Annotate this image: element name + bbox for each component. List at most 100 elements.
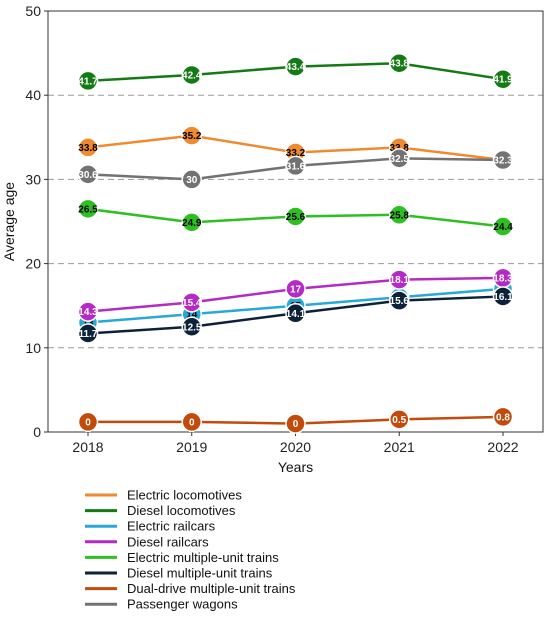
x-tick-label: 2018 <box>72 439 103 455</box>
x-tick-label: 2019 <box>176 439 207 455</box>
data-point <box>77 164 99 185</box>
legend-label: Passenger wagons <box>127 597 238 612</box>
data-point <box>492 149 514 171</box>
data-label: 41.7 <box>78 76 98 87</box>
data-point <box>285 303 306 324</box>
series-1: 41.7 42.4 43.4 43.8 41.9 <box>77 52 514 92</box>
data-label: 25.6 <box>286 212 306 223</box>
data-point <box>77 411 99 433</box>
y-tick-label: 20 <box>25 256 41 272</box>
data-label: 18.3 <box>493 273 513 284</box>
data-label: 33.2 <box>286 148 306 159</box>
data-label: 0 <box>85 417 91 428</box>
legend-item: Passenger wagons <box>85 597 238 612</box>
legend-item: Electric railcars <box>85 519 216 534</box>
legend-item: Electric multiple-unit trains <box>85 550 279 565</box>
y-tick-label: 0 <box>33 424 41 440</box>
data-point <box>389 409 410 430</box>
y-tick-label: 30 <box>25 171 41 187</box>
data-point <box>285 413 306 434</box>
data-label: 43.8 <box>390 59 410 70</box>
data-point <box>389 148 410 169</box>
data-label: 31.6 <box>286 161 306 172</box>
legend-item: Diesel locomotives <box>85 503 236 518</box>
data-point <box>389 204 410 226</box>
legend-label: Electric locomotives <box>127 488 242 503</box>
data-point <box>77 301 99 322</box>
legend-label: Electric railcars <box>127 519 216 534</box>
data-label: 24.4 <box>493 222 513 233</box>
y-tick-label: 40 <box>25 87 41 103</box>
x-tick-label: 2021 <box>384 439 415 455</box>
data-point <box>77 70 99 92</box>
series-7: 30.6 30 31.6 32.5 32.3 <box>77 148 514 190</box>
legend-label: Electric multiple-unit trains <box>127 550 279 565</box>
data-label: 17 <box>290 284 302 295</box>
data-label: 33.8 <box>78 143 98 154</box>
data-point <box>285 56 306 77</box>
data-label: 30 <box>186 175 198 186</box>
data-label: 41.9 <box>493 75 513 86</box>
x-tick-label: 2020 <box>280 439 311 455</box>
data-label: 32.5 <box>390 154 410 165</box>
y-tick-label: 10 <box>25 340 41 356</box>
y-tick-label: 50 <box>25 3 41 19</box>
series-5: 11.7 12.5 14.1 15.6 16.1 <box>77 286 514 344</box>
data-label: 32.3 <box>493 156 513 167</box>
data-label: 12.5 <box>182 322 202 333</box>
data-label: 42.4 <box>182 70 202 81</box>
gridlines <box>48 94 543 349</box>
legend-label: Diesel locomotives <box>127 503 236 518</box>
data-label: 35.2 <box>182 131 202 142</box>
legend-item: Electric locomotives <box>85 488 242 503</box>
data-point <box>77 198 99 220</box>
data-label: 24.9 <box>182 218 202 229</box>
data-label: 14.3 <box>78 307 98 318</box>
data-label: 0.5 <box>392 415 406 426</box>
data-point <box>492 286 514 307</box>
legend-label: Dual-drive multiple-unit trains <box>127 581 296 596</box>
data-point <box>181 64 202 86</box>
data-point <box>181 292 202 313</box>
data-point <box>492 68 514 90</box>
data-label: 16.1 <box>493 292 513 303</box>
data-label: 25.8 <box>390 210 410 221</box>
data-point <box>492 216 514 237</box>
data-label: 18.1 <box>390 275 410 286</box>
data-point <box>285 278 306 300</box>
series-layer: 33.835.233.233.832.341.742.443.443.841.9… <box>77 52 514 434</box>
x-tick-label: 2022 <box>487 439 518 455</box>
x-axis-ticks: 2018 2019 2020 2021 2022 <box>72 432 519 455</box>
data-label: 14 <box>186 310 198 321</box>
legend-label: Diesel railcars <box>127 534 209 549</box>
data-label: 30.6 <box>78 170 98 181</box>
data-point <box>77 137 99 158</box>
data-label: 26.5 <box>78 204 98 215</box>
series-6: 0 0 0 0.5 0.8 <box>77 406 514 434</box>
y-axis-ticks: 0 10 20 30 40 50 <box>25 3 48 440</box>
data-point <box>181 411 202 433</box>
data-point <box>181 316 202 337</box>
data-label: 0 <box>189 417 195 428</box>
data-point <box>181 212 202 233</box>
x-axis-title: Years <box>278 459 313 475</box>
data-label: 15.6 <box>390 296 410 307</box>
data-point <box>389 52 410 74</box>
data-point <box>181 169 202 190</box>
data-label: 0 <box>293 419 299 430</box>
data-label: 15.4 <box>182 298 202 309</box>
data-point <box>77 323 99 344</box>
data-point <box>389 290 410 311</box>
data-point <box>285 206 306 227</box>
data-label: 11.7 <box>79 329 98 340</box>
data-label: 43.4 <box>286 62 306 73</box>
legend-item: Diesel multiple-unit trains <box>85 566 273 581</box>
data-label: 0.8 <box>496 412 510 423</box>
y-axis-title: Average age <box>1 182 17 261</box>
data-label: 14.1 <box>286 309 306 320</box>
data-point <box>492 406 514 428</box>
data-point <box>285 155 306 177</box>
legend-item: Diesel railcars <box>85 534 209 549</box>
